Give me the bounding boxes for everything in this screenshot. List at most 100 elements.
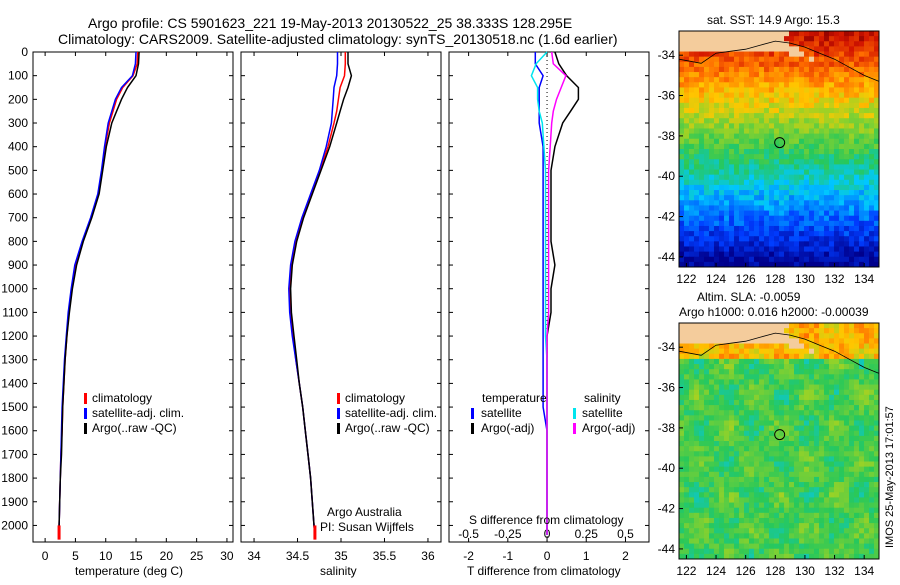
map-cell	[809, 384, 815, 391]
map-cell	[744, 553, 750, 560]
map-cell	[854, 102, 860, 109]
map-cell	[759, 231, 765, 237]
map-cell	[744, 389, 750, 396]
map-cell	[849, 358, 855, 365]
map-cell	[724, 205, 730, 211]
map-cell	[864, 333, 870, 339]
map-cell	[859, 384, 865, 391]
map-cell	[774, 476, 780, 483]
map-cell	[814, 205, 820, 211]
map-cell	[869, 343, 875, 350]
map-cell	[704, 36, 710, 42]
map-cell	[859, 405, 865, 411]
map-cell	[824, 517, 830, 524]
map-cell	[689, 174, 695, 181]
map-cell	[869, 241, 875, 247]
map-cell	[754, 123, 760, 129]
map-cell	[824, 82, 830, 88]
map-cell	[819, 394, 825, 401]
map-cell	[719, 241, 725, 247]
map-cell	[714, 507, 720, 514]
map-cell	[749, 154, 755, 160]
map-cell	[729, 46, 735, 52]
map-cell	[759, 118, 765, 124]
map-cell	[794, 241, 800, 247]
map-cell	[779, 169, 785, 176]
map-cell	[859, 528, 865, 534]
map-cell	[864, 476, 870, 483]
map-cell	[804, 128, 810, 135]
map-cell	[754, 87, 760, 93]
map-cell	[764, 195, 770, 201]
map-cell	[729, 133, 735, 140]
map-cell	[819, 236, 825, 242]
map-cell	[704, 66, 710, 73]
map-cell	[824, 236, 830, 242]
map-cell	[784, 123, 790, 129]
map-cell	[834, 451, 840, 457]
map-cell	[829, 118, 835, 124]
map-cell	[829, 487, 835, 493]
map-cell	[794, 236, 800, 242]
map-cell	[789, 328, 795, 334]
map-cell	[809, 256, 815, 263]
map-cell	[744, 200, 750, 206]
map-cell	[869, 118, 875, 124]
map-cell	[764, 374, 770, 380]
map-cell	[699, 31, 705, 37]
map-cell	[834, 528, 840, 534]
map-cell	[729, 476, 735, 483]
map-cell	[804, 220, 810, 227]
map-cell	[749, 113, 755, 119]
map-cell	[824, 538, 830, 545]
map-cell	[729, 451, 735, 457]
map-cell	[819, 41, 825, 47]
map-cell	[704, 374, 710, 380]
map-cell	[819, 456, 825, 462]
map-cell	[764, 430, 770, 437]
map-cell	[829, 215, 835, 222]
map-cell	[699, 97, 705, 104]
map-cell	[789, 179, 795, 186]
map-cell	[739, 179, 745, 186]
map-cell	[764, 56, 770, 63]
map-cell	[729, 236, 735, 242]
map-cell	[859, 102, 865, 109]
map-cell	[679, 502, 685, 509]
map-cell	[849, 82, 855, 88]
map-cell	[794, 225, 800, 232]
map-cell	[679, 389, 685, 396]
map-cell	[679, 369, 685, 375]
map-cell	[824, 113, 830, 119]
map-cell	[699, 461, 705, 468]
map-cell	[819, 205, 825, 211]
map-cell	[804, 56, 810, 63]
map-cell	[764, 358, 770, 365]
map-cell	[749, 333, 755, 339]
map-cell	[839, 87, 845, 93]
map-cell	[804, 523, 810, 529]
map-cell	[844, 159, 850, 165]
map-cell	[719, 184, 725, 191]
map-cell	[704, 323, 710, 329]
map-cell	[829, 451, 835, 457]
map-cell	[714, 369, 720, 375]
map-cell	[864, 174, 870, 181]
map-cell	[839, 348, 845, 355]
map-cell	[849, 113, 855, 119]
map-cell	[774, 333, 780, 339]
map-cell	[824, 179, 830, 186]
map-cell	[824, 169, 830, 176]
map-cell	[854, 384, 860, 391]
map-cell	[744, 394, 750, 401]
map-cell	[744, 384, 750, 391]
map-cell	[834, 184, 840, 191]
map-cell	[754, 56, 760, 63]
map-cell	[734, 190, 740, 196]
map-cell	[694, 154, 700, 160]
map-cell	[729, 323, 735, 329]
map-cell	[679, 430, 685, 437]
map-cell	[814, 441, 820, 447]
map-cell	[794, 446, 800, 452]
map-cell	[779, 323, 785, 329]
